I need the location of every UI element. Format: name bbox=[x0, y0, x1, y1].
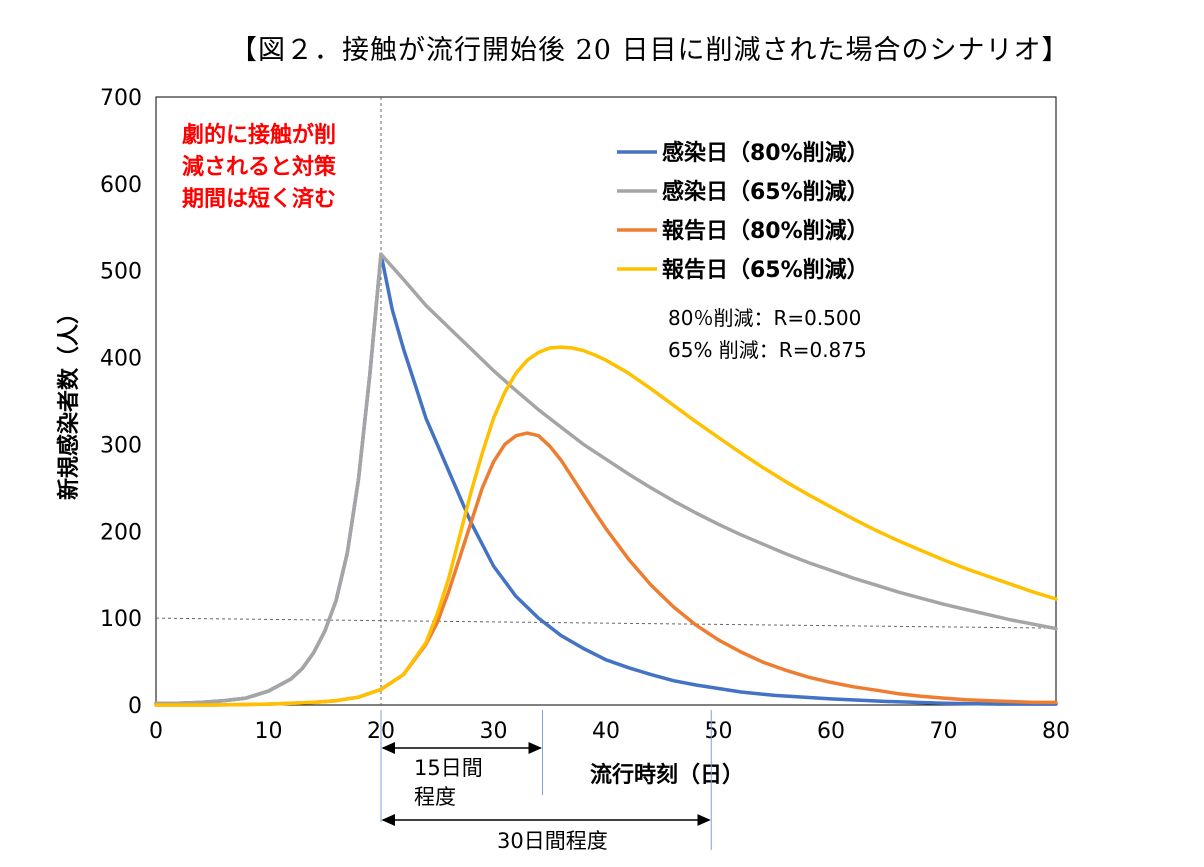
arrow-30-label: 30日間程度 bbox=[497, 829, 608, 853]
x-tick-label: 60 bbox=[817, 719, 845, 744]
red-note-line: 減されると対策 bbox=[182, 154, 337, 180]
x-tick-label: 80 bbox=[1042, 719, 1070, 744]
x-tick-label: 0 bbox=[149, 719, 163, 744]
arrow-15-label: 15日間 bbox=[414, 756, 483, 780]
arrow-15-label: 程度 bbox=[414, 785, 456, 809]
plot-area-frame bbox=[155, 96, 1057, 706]
red-note-line: 劇的に接触が削 bbox=[182, 122, 336, 148]
r-value-text: 80％削減：R=0.500 bbox=[668, 306, 861, 330]
y-tick-label: 700 bbox=[100, 86, 142, 111]
series-line-1 bbox=[154, 252, 1058, 706]
y-tick-label: 300 bbox=[100, 433, 142, 458]
x-tick-label: 40 bbox=[592, 719, 620, 744]
x-tick-label: 70 bbox=[930, 719, 958, 744]
legend-label: 報告日（65%削減） bbox=[662, 257, 869, 283]
y-tick-label: 600 bbox=[100, 173, 142, 198]
y-axis-label: 新規感染者数（人） bbox=[56, 302, 82, 500]
legend-label: 報告日（80%削減） bbox=[662, 218, 869, 244]
chart-title: 【図２．接触が流行開始後 20 日目に削減された場合のシナリオ】 bbox=[230, 35, 1070, 66]
y-tick-label: 400 bbox=[100, 347, 142, 372]
x-axis-label: 流行時刻（日） bbox=[590, 762, 744, 788]
y-tick-label: 200 bbox=[100, 520, 142, 545]
series-line-2 bbox=[154, 252, 1058, 706]
y-tick-label: 100 bbox=[100, 607, 142, 632]
legend-label: 感染日（80%削減） bbox=[662, 140, 869, 166]
x-tick-label: 30 bbox=[480, 719, 508, 744]
y-tick-label: 500 bbox=[100, 260, 142, 285]
x-tick-label: 10 bbox=[255, 719, 283, 744]
horizontal-reference-line bbox=[155, 617, 1057, 629]
y-tick-label: 0 bbox=[128, 694, 142, 719]
legend-label: 感染日（65%削減） bbox=[662, 179, 869, 205]
x-tick-label: 50 bbox=[705, 719, 733, 744]
r-value-text: 65% 削減：R=0.875 bbox=[668, 338, 867, 362]
series-line-3 bbox=[154, 431, 1058, 707]
red-note-line: 期間は短く済む bbox=[182, 186, 336, 212]
series-line-4 bbox=[154, 345, 1058, 707]
